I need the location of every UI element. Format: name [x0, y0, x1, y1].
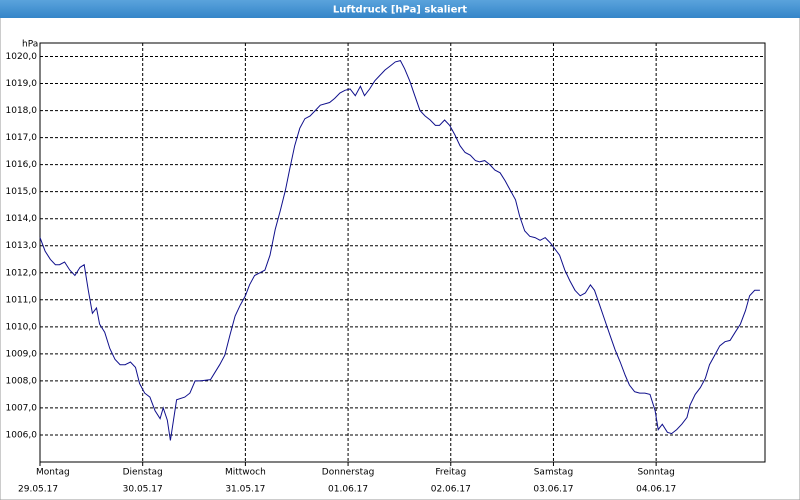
x-tick-label: Sonntag — [637, 468, 674, 478]
x-tick-label: Mittwoch — [225, 468, 266, 478]
title-bar — [0, 0, 800, 18]
y-tick-label: 1016,0 — [6, 160, 38, 170]
y-tick-label: 1015,0 — [6, 187, 38, 197]
y-tick-label: 1009,0 — [6, 349, 38, 359]
y-tick-label: 1006,0 — [6, 430, 38, 440]
y-tick-label: 1007,0 — [6, 403, 38, 413]
y-tick-label: 1018,0 — [6, 106, 38, 116]
x-tick-date: 30.05.17 — [123, 485, 163, 495]
data-line — [39, 60, 760, 441]
x-tick-date: 31.05.17 — [225, 485, 265, 495]
x-tick-label: Dienstag — [123, 468, 163, 478]
y-tick-label: 1011,0 — [6, 295, 38, 305]
plot-frame — [39, 42, 766, 463]
x-tick-date: 29.05.17 — [18, 485, 58, 495]
x-tick-label: Donnerstag — [322, 468, 375, 478]
x-tick-date: 01.06.17 — [328, 485, 368, 495]
y-tick-label: 1010,0 — [6, 322, 38, 332]
y-tick-label: 1020,0 — [6, 52, 38, 62]
y-tick-label: 1012,0 — [6, 268, 38, 278]
window-title: Luftdruck [hPa] skaliert — [333, 5, 467, 16]
x-tick-date: 03.06.17 — [533, 485, 573, 495]
y-tick-label: 1014,0 — [6, 214, 38, 224]
y-tick-label: 1008,0 — [6, 376, 38, 386]
x-tick-date: 04.06.17 — [636, 485, 676, 495]
x-tick-date: 02.06.17 — [431, 485, 471, 495]
x-tick-label: Montag — [36, 468, 70, 478]
x-tick-label: Samstag — [534, 468, 573, 478]
y-unit: hPa — [22, 40, 38, 50]
y-tick-label: 1017,0 — [6, 133, 38, 143]
x-tick-label: Freitag — [435, 468, 466, 478]
y-tick-label: 1019,0 — [6, 79, 38, 89]
y-tick-label: 1013,0 — [6, 241, 38, 251]
